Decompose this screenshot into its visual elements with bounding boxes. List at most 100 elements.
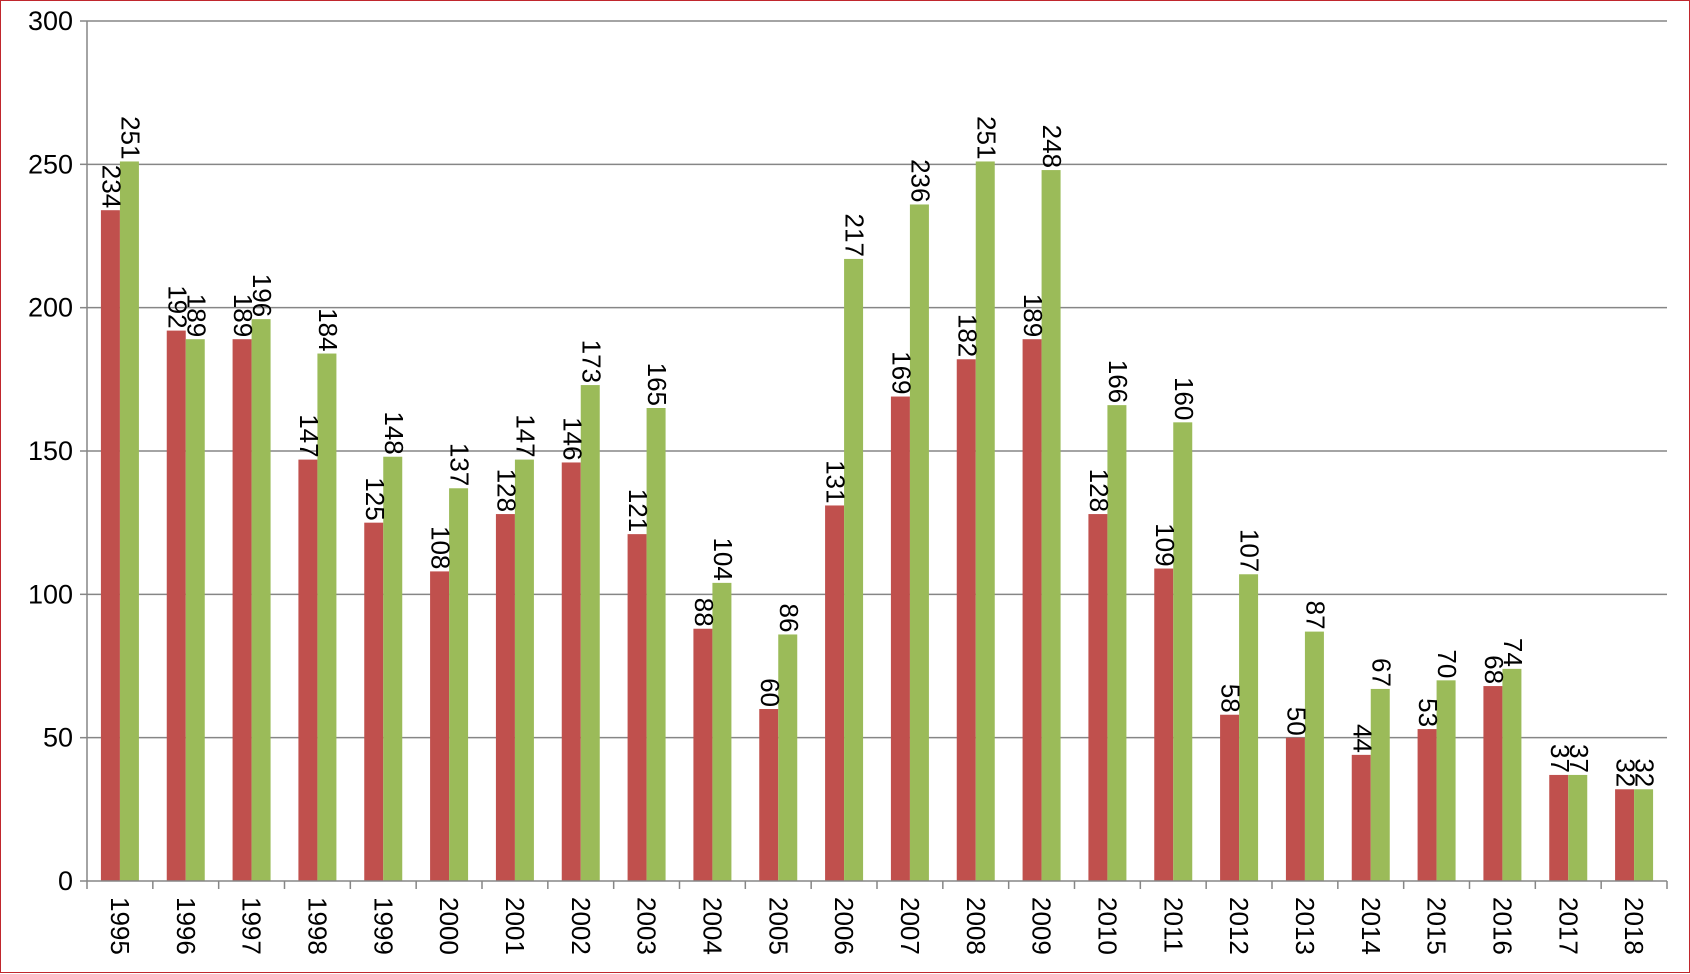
data-label: 60 — [755, 678, 785, 707]
x-tick-label: 1999 — [368, 897, 398, 955]
data-label: 131 — [821, 460, 851, 503]
bar-2018-series-1 — [1615, 789, 1635, 881]
data-label: 182 — [952, 314, 982, 357]
bar-2008-series-1 — [956, 359, 976, 881]
bar-2017-series-1 — [1549, 774, 1569, 881]
data-label: 189 — [181, 294, 211, 337]
x-tick-label: 2009 — [1027, 897, 1057, 955]
bar-1996-series-1 — [166, 330, 186, 882]
bar-2006-series-1 — [825, 505, 845, 881]
data-label: 217 — [840, 214, 870, 257]
bar-1997-series-1 — [232, 339, 252, 881]
x-tick-label: 2006 — [829, 897, 859, 955]
data-label: 173 — [576, 340, 606, 383]
y-tick-label: 300 — [28, 6, 73, 36]
bar-2001-series-1 — [495, 514, 515, 881]
data-label: 121 — [623, 489, 653, 532]
bar-1999-series-2 — [383, 456, 403, 881]
data-label: 88 — [689, 598, 719, 627]
bar-2008-series-2 — [975, 161, 995, 881]
data-label: 248 — [1037, 125, 1067, 168]
x-tick-label: 2016 — [1487, 897, 1517, 955]
bar-2002-series-2 — [580, 385, 600, 881]
data-label: 67 — [1366, 658, 1396, 687]
data-label: 87 — [1300, 601, 1330, 630]
data-label: 86 — [774, 604, 804, 633]
data-label: 37 — [1564, 744, 1594, 773]
x-tick-label: 2010 — [1092, 897, 1122, 955]
data-label: 44 — [1347, 724, 1377, 753]
data-label: 58 — [1216, 684, 1246, 713]
x-tick-label: 1997 — [237, 897, 267, 955]
data-label: 165 — [642, 363, 672, 406]
x-tick-label: 1998 — [302, 897, 332, 955]
gridlines — [87, 20, 1667, 739]
data-label: 32 — [1611, 758, 1641, 787]
data-label: 160 — [1169, 377, 1199, 420]
data-label: 109 — [1150, 523, 1180, 566]
bar-2015-series-1 — [1417, 729, 1437, 881]
bar-2014-series-1 — [1351, 754, 1371, 881]
bar-2007-series-1 — [890, 396, 910, 881]
x-tick-label: 1995 — [105, 897, 135, 955]
bar-2014-series-2 — [1370, 688, 1390, 881]
y-tick-label: 250 — [28, 149, 73, 179]
bar-2010-series-1 — [1088, 514, 1108, 881]
bar-2000-series-2 — [449, 488, 469, 881]
data-label: 128 — [491, 469, 521, 512]
bars — [100, 161, 1654, 882]
bar-2015-series-2 — [1436, 680, 1456, 881]
data-label: 184 — [313, 308, 343, 351]
data-label: 68 — [1479, 655, 1509, 684]
bar-1996-series-2 — [185, 339, 205, 881]
data-label: 147 — [510, 414, 540, 457]
bar-1999-series-1 — [364, 522, 384, 881]
bar-2004-series-1 — [693, 628, 713, 881]
data-label: 74 — [1498, 638, 1528, 667]
x-tick-label: 2018 — [1619, 897, 1649, 955]
x-tick-label: 2017 — [1553, 897, 1583, 955]
data-label: 251 — [115, 116, 145, 159]
bar-1998-series-1 — [298, 459, 318, 881]
bar-2003-series-2 — [646, 408, 666, 881]
data-label: 189 — [1018, 294, 1048, 337]
x-tick-label: 2014 — [1356, 897, 1386, 955]
bar-2000-series-1 — [430, 571, 450, 881]
bar-2004-series-2 — [712, 582, 732, 881]
bar-2002-series-1 — [561, 462, 581, 881]
bar-2012-series-1 — [1220, 714, 1240, 881]
data-label: 50 — [1281, 707, 1311, 736]
x-tick-label: 2002 — [566, 897, 596, 955]
bar-2011-series-1 — [1154, 568, 1174, 881]
bar-2009-series-1 — [1022, 339, 1042, 881]
y-tick-label: 200 — [28, 293, 73, 323]
bar-1995-series-1 — [100, 210, 120, 881]
x-tick-label: 2001 — [500, 897, 530, 955]
data-label: 196 — [247, 274, 277, 317]
y-tick-label: 0 — [58, 866, 73, 896]
data-label: 53 — [1413, 698, 1443, 727]
bar-2005-series-1 — [759, 709, 779, 881]
bar-1998-series-2 — [317, 353, 337, 881]
data-label: 107 — [1235, 529, 1265, 572]
data-label: 137 — [445, 443, 475, 486]
data-label: 108 — [426, 526, 456, 569]
x-tick-label: 2003 — [632, 897, 662, 955]
data-label: 251 — [971, 116, 1001, 159]
data-label: 37 — [1545, 744, 1575, 773]
data-label: 166 — [1103, 360, 1133, 403]
bar-2012-series-2 — [1239, 574, 1259, 881]
data-label: 125 — [360, 477, 390, 520]
x-tick-label: 2007 — [895, 897, 925, 955]
data-label: 146 — [557, 417, 587, 460]
bar-2003-series-1 — [627, 534, 647, 881]
bar-1995-series-2 — [119, 161, 139, 881]
x-tick-label: 2008 — [961, 897, 991, 955]
y-tick-label: 150 — [28, 436, 73, 466]
bar-1997-series-2 — [251, 319, 271, 882]
data-label: 128 — [1084, 469, 1114, 512]
